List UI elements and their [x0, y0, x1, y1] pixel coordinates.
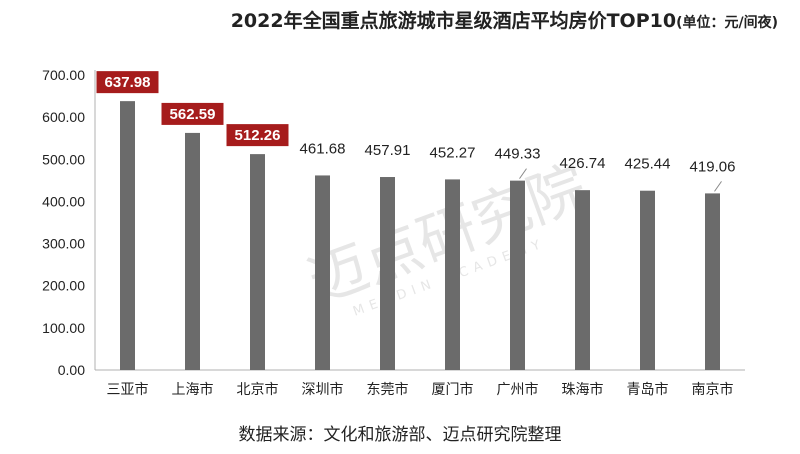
bar — [185, 132, 200, 370]
bar — [445, 179, 460, 370]
bar — [575, 190, 590, 370]
chart-title-main: 2022年全国重点旅游城市星级酒店平均房价TOP10 — [230, 10, 677, 32]
data-label: 562.59 — [170, 106, 216, 123]
bar — [250, 154, 265, 370]
data-label-box — [226, 124, 289, 147]
y-tick-label: 400.00 — [42, 193, 85, 209]
y-tick-label: 200.00 — [42, 278, 85, 294]
data-label: 419.06 — [690, 158, 736, 175]
data-label: 425.44 — [625, 156, 671, 173]
data-label-box — [161, 102, 224, 125]
bar — [640, 190, 655, 370]
x-tick-label: 上海市 — [172, 381, 214, 398]
data-label-box — [96, 71, 159, 94]
data-label: 426.74 — [560, 155, 606, 172]
x-tick-label: 东莞市 — [367, 381, 409, 398]
data-label-leader — [714, 181, 722, 192]
data-label: 461.68 — [300, 140, 346, 157]
y-tick-label: 100.00 — [42, 320, 85, 336]
data-label: 512.26 — [235, 127, 281, 144]
y-tick-label: 300.00 — [42, 236, 85, 252]
source-note: 数据来源：文化和旅游部、迈点研究院整理 — [238, 425, 562, 445]
x-tick-label: 三亚市 — [107, 381, 149, 398]
bar — [120, 101, 135, 371]
x-tick-label: 南京市 — [692, 381, 734, 398]
data-label: 452.27 — [430, 144, 476, 161]
x-tick-label: 珠海市 — [562, 381, 604, 398]
x-tick-label: 厦门市 — [432, 381, 474, 398]
data-label: 457.91 — [365, 142, 411, 159]
bar — [510, 180, 525, 370]
y-tick-label: 500.00 — [42, 151, 85, 167]
x-tick-label: 北京市 — [237, 381, 279, 398]
bar — [380, 177, 395, 370]
x-tick-label: 广州市 — [497, 381, 539, 398]
y-tick-label: 0.00 — [58, 362, 85, 378]
bar — [315, 175, 330, 370]
chart-title-unit: (单位：元/间夜) — [676, 15, 778, 31]
data-label: 449.33 — [495, 146, 541, 163]
bar — [705, 193, 720, 370]
x-tick-label: 青岛市 — [627, 381, 669, 398]
x-tick-label: 深圳市 — [302, 381, 344, 398]
y-tick-label: 700.00 — [42, 67, 85, 83]
data-label: 637.98 — [105, 74, 151, 91]
data-label-leader — [519, 168, 527, 179]
chart-title: 2022年全国重点旅游城市星级酒店平均房价TOP10(单位：元/间夜) — [0, 6, 800, 33]
y-tick-label: 600.00 — [42, 109, 85, 125]
